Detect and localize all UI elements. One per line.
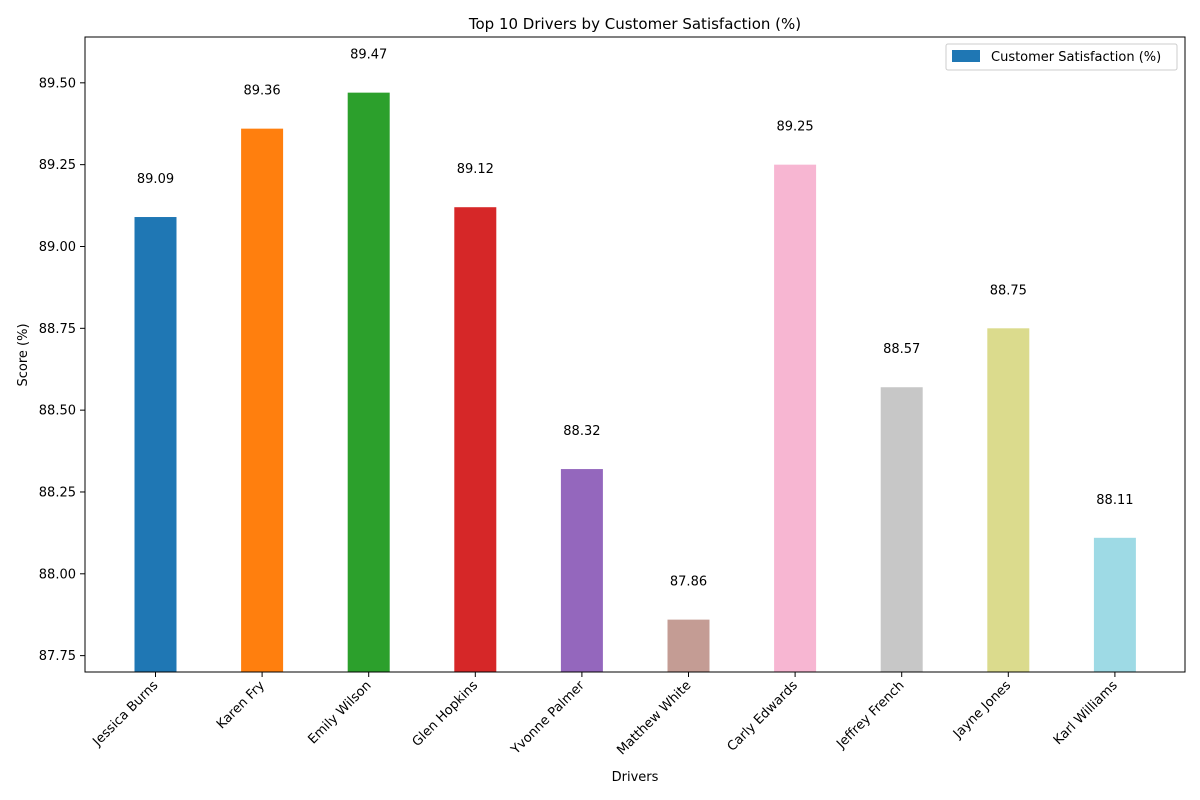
y-tick-label: 88.00 [39,567,76,582]
bar [987,328,1030,672]
bar [774,164,817,672]
legend-label: Customer Satisfaction (%) [991,50,1161,65]
bar [667,619,710,672]
y-tick-label: 89.25 [39,158,76,173]
data-label: 89.36 [243,84,280,99]
data-label: 87.86 [670,575,707,590]
y-axis-label: Score (%) [16,323,31,386]
y-tick-label: 89.00 [39,240,76,255]
bar [454,207,497,673]
value-labels: 89.09 89.36 89.47 89.12 88.32 87.86 89.25 88.57… [137,48,1134,590]
data-label: 88.75 [990,283,1027,298]
x-tick-label: Carly Edwards [725,678,802,755]
bar [134,217,177,673]
bar [560,469,603,672]
data-label: 88.11 [1096,493,1133,508]
bar [1093,537,1136,672]
x-tick-label: Jayne Jones [950,678,1014,742]
bar [880,387,923,672]
legend-swatch [952,50,980,62]
y-tick-label: 88.75 [39,322,76,337]
plot-frame [84,36,1186,673]
x-axis: Jessica Burns Karen Fry Emily Wilson Glen H… [90,672,1121,758]
data-label: 89.25 [776,120,813,135]
bar [241,128,284,673]
data-label: 89.09 [137,172,174,187]
legend-box [945,43,1178,71]
y-tick-label: 88.50 [39,404,76,419]
x-axis-label: Drivers [612,770,659,785]
x-tick-label: Yvonne Palmer [508,678,588,758]
bar [347,92,390,672]
bars [134,92,1136,673]
legend: Customer Satisfaction (%) [945,43,1178,71]
x-tick-label: Karl Williams [1051,678,1121,748]
x-tick-label: Jessica Burns [90,678,162,750]
data-label: 88.57 [883,342,920,357]
x-tick-label: Glen Hopkins [410,678,482,750]
data-label: 88.32 [563,424,600,439]
y-axis: 87.75 88.00 88.25 88.50 88.75 89.00 89.25 89.50 [39,76,85,664]
data-label: 89.47 [350,48,387,63]
y-tick-label: 88.25 [39,485,76,500]
x-tick-label: Karen Fry [214,678,268,732]
y-tick-label: 87.75 [39,649,76,664]
x-tick-label: Matthew White [614,678,694,758]
y-tick-label: 89.50 [39,76,76,91]
chart-title: Top 10 Drivers by Customer Satisfaction … [468,15,801,33]
data-label: 89.12 [457,162,494,177]
x-tick-label: Emily Wilson [305,678,374,747]
x-tick-label: Jeffrey French [833,678,907,752]
